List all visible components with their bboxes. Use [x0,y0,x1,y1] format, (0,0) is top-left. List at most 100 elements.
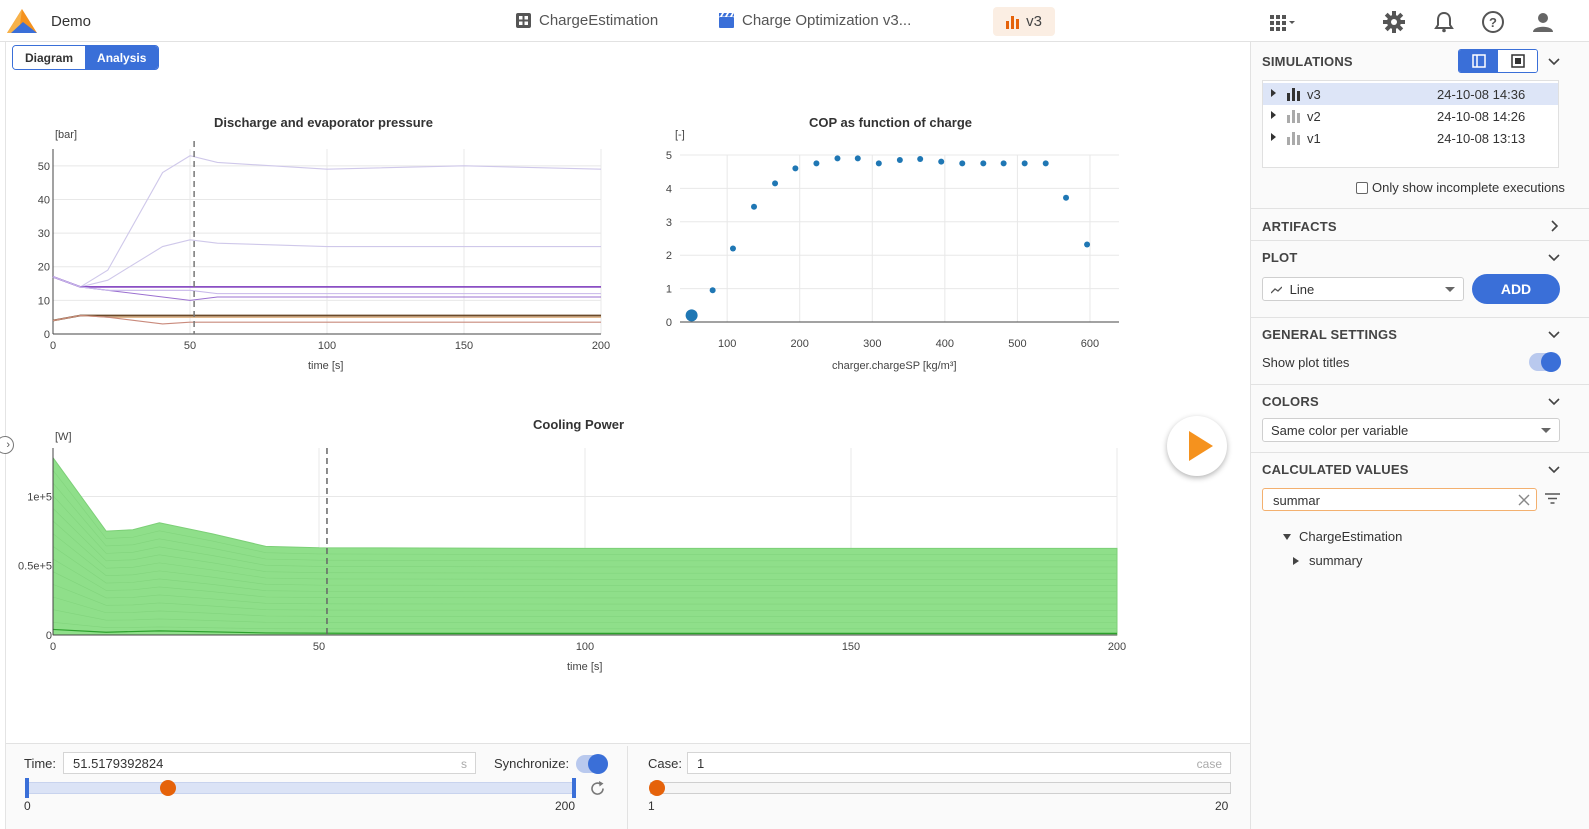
chevron-down-icon[interactable] [1547,327,1561,341]
case-slider-track[interactable] [650,782,1231,794]
data-point [751,203,758,210]
case-input[interactable]: 1 case [687,752,1231,774]
series-line [52,239,601,288]
simulation-row-v3[interactable]: v3 24-10-08 14:36 [1263,83,1558,105]
case-input-value: 1 [697,756,705,771]
cooling-chart-title: Cooling Power [533,417,624,432]
x-tick-label: 0 [50,641,56,653]
expand-icon[interactable] [1271,133,1276,141]
reset-icon[interactable] [589,780,606,797]
gallery-view-button[interactable] [1498,50,1537,72]
section-divider [1251,317,1589,318]
pressure-chart-title: Discharge and evaporator pressure [214,115,433,130]
chevron-down-icon[interactable] [1547,250,1561,264]
list-view-button[interactable] [1459,50,1498,72]
series-line [52,155,602,288]
area-stripe [52,558,1117,599]
bar-chart-icon [1287,110,1300,123]
x-tick-label: 300 [863,338,881,350]
x-tick-label: 200 [791,338,809,350]
time-max-label: 200 [555,799,576,813]
top-bar: Demo ChargeEstimation Charge Optimizatio… [0,0,1589,42]
simulation-row-v2[interactable]: v2 24-10-08 14:26 [1263,105,1558,127]
collapse-icon[interactable] [1283,534,1291,540]
time-input[interactable]: 51.5179392824 s [63,752,476,774]
add-plot-button[interactable]: ADD [1472,274,1560,304]
x-tick-label: 100 [576,641,594,653]
x-tick-label: 0 [50,340,56,352]
cop-y-unit: [-] [675,129,685,141]
show-plot-titles-toggle[interactable] [1529,352,1561,372]
controls-divider [627,746,628,829]
incomplete-checkbox[interactable] [1356,181,1368,194]
data-point [1042,160,1049,167]
data-point [834,155,841,162]
bar-chart-icon [1287,132,1300,145]
bell-icon[interactable] [1432,10,1456,34]
time-min-label: 0 [24,799,31,813]
area-stripe [52,546,1117,593]
cooling-chart[interactable]: 0 50 100 150 200 0 0.5e+5 1e+5 [10,440,1140,655]
series-line [52,314,601,322]
data-point [1021,160,1028,167]
y-tick-label: 40 [38,194,50,206]
tab-analysis[interactable]: Analysis [85,46,159,69]
filter-icon[interactable] [1545,492,1560,505]
area-stripe [52,533,1117,586]
help-icon[interactable]: ? [1481,10,1505,34]
artifacts-header[interactable]: ARTIFACTS [1262,219,1337,234]
simulation-view-toggle [1458,49,1538,73]
clear-icon[interactable] [1518,494,1530,506]
data-point [709,287,716,294]
version-chip[interactable]: v3 [993,7,1055,36]
tree-node-chargeestimation[interactable]: ChargeEstimation [1283,529,1402,544]
simulation-row-v1[interactable]: v1 24-10-08 13:13 [1263,127,1558,149]
data-point [980,160,987,167]
simulation-date: 24-10-08 14:26 [1437,109,1526,124]
tree-node-summary[interactable]: summary [1293,553,1362,568]
area-stripe [52,520,1117,580]
simulation-name: v3 [1307,87,1321,102]
time-slider-end-handle[interactable] [572,778,576,798]
case-slider-thumb[interactable] [649,780,665,796]
chevron-down-icon[interactable] [1547,54,1561,68]
chevron-right-icon[interactable] [1547,219,1561,233]
time-slider-thumb[interactable] [159,780,176,796]
breadcrumb-model[interactable]: ChargeEstimation [515,12,658,29]
cop-chart[interactable]: 100 200 300 400 500 600 0 1 2 3 4 5 [640,140,1140,355]
x-tick-label: 50 [184,340,196,352]
calculated-values-search[interactable]: summar [1262,488,1537,511]
breadcrumb-experiment[interactable]: Charge Optimization v3... [718,12,911,29]
y-tick-label: 0.5e+5 [18,561,52,573]
simulation-name: v2 [1307,109,1321,124]
plot-type-value: Line [1289,282,1315,297]
area-stripe [52,482,1117,562]
data-point [1063,194,1070,201]
time-slider-start-handle[interactable] [25,778,29,798]
data-point [685,309,698,322]
color-mode-select[interactable]: Same color per variable [1262,418,1560,442]
app-name[interactable]: Demo [51,13,92,30]
expand-icon[interactable] [1293,557,1299,565]
chevron-down-icon[interactable] [1547,394,1561,408]
synchronize-toggle[interactable] [576,754,608,774]
expand-icon[interactable] [1271,111,1276,119]
x-tick-label: 50 [313,641,325,653]
colors-header: COLORS [1262,394,1319,409]
tab-diagram[interactable]: Diagram [13,46,86,69]
user-icon[interactable] [1531,10,1555,34]
y-tick-label: 2 [666,250,672,262]
app-grid-icon[interactable] [1268,10,1298,34]
pressure-chart[interactable]: 0 50 100 150 200 0 10 20 30 40 50 [20,140,620,355]
app-logo-icon[interactable] [5,5,39,37]
model-icon [516,13,531,28]
plot-type-select[interactable]: Line [1262,277,1464,301]
chevron-down-icon[interactable] [1547,462,1561,476]
expand-icon[interactable] [1271,89,1276,97]
play-animation-button[interactable] [1167,416,1227,476]
pressure-x-label: time [s] [308,360,344,372]
expand-left-panel-icon[interactable]: › [0,436,14,454]
time-slider-track[interactable] [26,782,575,794]
incomplete-executions-filter[interactable]: Only show incomplete executions [1356,180,1565,195]
gear-icon[interactable] [1382,10,1406,34]
